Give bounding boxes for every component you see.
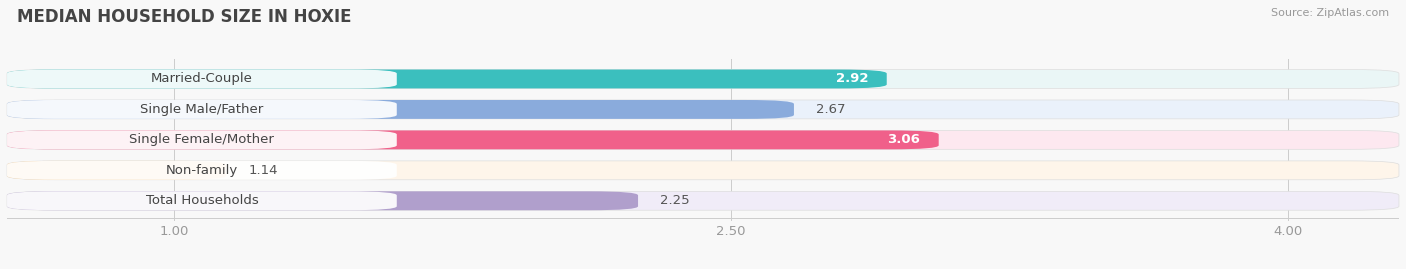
FancyBboxPatch shape [7,69,396,89]
Text: 1.14: 1.14 [249,164,278,177]
Text: MEDIAN HOUSEHOLD SIZE IN HOXIE: MEDIAN HOUSEHOLD SIZE IN HOXIE [17,8,352,26]
FancyBboxPatch shape [7,191,396,210]
FancyBboxPatch shape [7,130,1399,149]
FancyBboxPatch shape [7,69,1399,89]
FancyBboxPatch shape [7,161,396,180]
FancyBboxPatch shape [7,100,1399,119]
FancyBboxPatch shape [7,191,638,210]
Text: 2.92: 2.92 [835,72,868,86]
Text: 3.06: 3.06 [887,133,920,146]
Text: 2.67: 2.67 [817,103,846,116]
Text: Non-family: Non-family [166,164,238,177]
Text: Married-Couple: Married-Couple [150,72,253,86]
FancyBboxPatch shape [7,130,939,149]
FancyBboxPatch shape [7,69,887,89]
FancyBboxPatch shape [7,130,396,149]
Text: Single Female/Mother: Single Female/Mother [129,133,274,146]
Text: Total Households: Total Households [146,194,259,207]
FancyBboxPatch shape [7,100,794,119]
Text: 2.25: 2.25 [661,194,690,207]
FancyBboxPatch shape [7,100,396,119]
Text: Source: ZipAtlas.com: Source: ZipAtlas.com [1271,8,1389,18]
FancyBboxPatch shape [7,191,1399,210]
FancyBboxPatch shape [7,161,1399,180]
FancyBboxPatch shape [7,161,226,180]
Text: Single Male/Father: Single Male/Father [141,103,263,116]
